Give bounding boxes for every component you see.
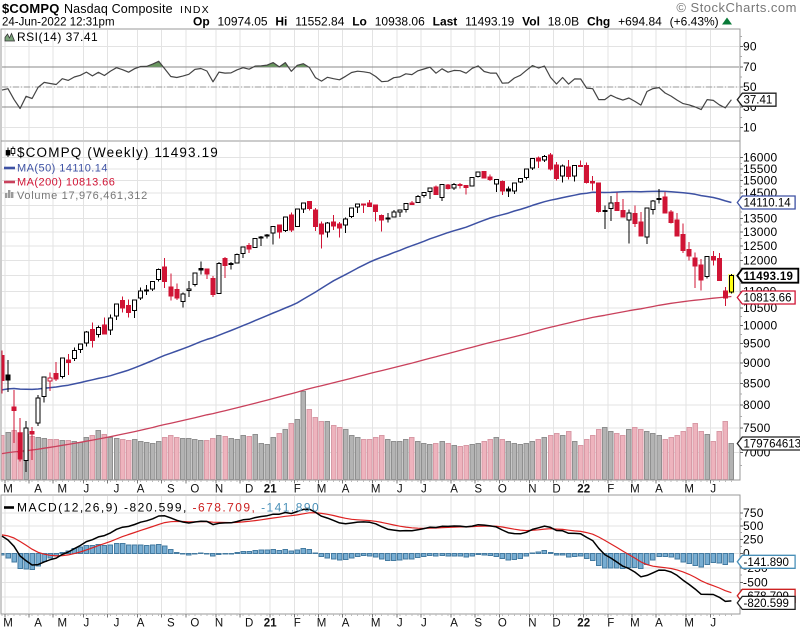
svg-text:8500: 8500 (743, 376, 771, 390)
svg-text:M: M (630, 618, 640, 630)
svg-text:Volume 17,976,461,312: Volume 17,976,461,312 (17, 190, 148, 202)
svg-text:50: 50 (743, 80, 757, 94)
svg-text:13500: 13500 (743, 211, 777, 225)
svg-text:M: M (371, 484, 381, 496)
svg-text:A: A (655, 618, 663, 630)
svg-text:N: N (528, 618, 536, 630)
svg-text:J: J (710, 484, 716, 496)
svg-text:MACD(12,26,9) -820.599, -678.7: MACD(12,26,9) -820.599, -678.709, -141.8… (17, 501, 320, 515)
svg-text:J: J (114, 484, 120, 496)
svg-text:12500: 12500 (743, 239, 777, 253)
svg-text:F: F (294, 618, 301, 630)
svg-text:21: 21 (264, 484, 277, 496)
svg-text:O: O (498, 618, 507, 630)
svg-text:F: F (607, 484, 614, 496)
svg-text:M: M (371, 618, 381, 630)
svg-text:D: D (552, 618, 560, 630)
svg-text:M: M (58, 484, 68, 496)
svg-text:A: A (655, 484, 663, 496)
svg-text:8000: 8000 (743, 398, 771, 412)
svg-text:J: J (397, 484, 403, 496)
svg-text:M: M (317, 618, 327, 630)
svg-text:500: 500 (743, 519, 764, 533)
svg-text:F: F (294, 484, 301, 496)
svg-text:S: S (474, 484, 482, 496)
svg-text:D: D (245, 484, 253, 496)
svg-text:10000: 10000 (743, 318, 777, 332)
svg-text:22: 22 (577, 618, 590, 630)
svg-text:$COMPQ: $COMPQ (2, 1, 60, 16)
svg-text:J: J (421, 484, 427, 496)
svg-text:D: D (245, 618, 253, 630)
svg-text:10: 10 (743, 120, 757, 134)
svg-text:MA(50) 14110.14: MA(50) 14110.14 (17, 163, 108, 175)
svg-text:13000: 13000 (743, 225, 777, 239)
svg-text:D: D (552, 484, 560, 496)
svg-text:M: M (684, 484, 694, 496)
svg-text:A: A (450, 618, 458, 630)
svg-text:M: M (3, 484, 13, 496)
svg-text:16000: 16000 (743, 151, 777, 165)
svg-text:J: J (84, 618, 90, 630)
svg-text:N: N (215, 484, 223, 496)
svg-text:A: A (342, 618, 350, 630)
svg-text:7500: 7500 (743, 421, 771, 435)
svg-text:© StockCharts.com: © StockCharts.com (676, 0, 797, 15)
svg-text:A: A (342, 484, 350, 496)
svg-text:750: 750 (743, 506, 764, 520)
svg-text:J: J (397, 618, 403, 630)
svg-text:9000: 9000 (743, 356, 771, 370)
svg-text:-500: -500 (743, 576, 768, 590)
svg-text:MA(200) 10813.66: MA(200) 10813.66 (17, 177, 115, 189)
svg-text:Nasdaq Composite: Nasdaq Composite (64, 2, 173, 16)
svg-text:J: J (421, 618, 427, 630)
svg-text:$COMPQ (Weekly) 11493.19: $COMPQ (Weekly) 11493.19 (17, 145, 219, 160)
svg-text:A: A (34, 618, 42, 630)
svg-text:70: 70 (743, 60, 757, 74)
svg-text:90: 90 (743, 40, 757, 54)
svg-text:S: S (167, 484, 175, 496)
svg-text:S: S (167, 618, 175, 630)
svg-text:Op 10974.05 Hi 11552.84 Lo 109: Op 10974.05 Hi 11552.84 Lo 10938.06 Last… (193, 15, 719, 29)
svg-text:O: O (190, 484, 199, 496)
svg-text:37.41: 37.41 (744, 95, 773, 107)
svg-text:11493.19: 11493.19 (744, 271, 794, 283)
svg-text:M: M (3, 618, 13, 630)
svg-text:22: 22 (577, 484, 590, 496)
svg-text:24-Jun-2022 12:31pm: 24-Jun-2022 12:31pm (2, 17, 115, 29)
svg-text:A: A (137, 484, 145, 496)
svg-text:J: J (84, 484, 90, 496)
svg-text:-141.890: -141.890 (744, 557, 789, 569)
svg-text:14110.14: 14110.14 (744, 198, 792, 210)
svg-text:-820.599: -820.599 (744, 598, 789, 610)
svg-text:S: S (474, 618, 482, 630)
svg-text:M: M (630, 484, 640, 496)
svg-text:O: O (498, 484, 507, 496)
svg-text:9500: 9500 (743, 337, 771, 351)
svg-text:RSI(14) 37.41: RSI(14) 37.41 (17, 30, 98, 44)
svg-text:179764613: 179764613 (744, 439, 800, 451)
svg-text:10813.66: 10813.66 (744, 293, 792, 305)
svg-text:21: 21 (264, 618, 277, 630)
svg-text:O: O (190, 618, 199, 630)
svg-text:J: J (710, 618, 716, 630)
svg-text:A: A (34, 484, 42, 496)
svg-text:N: N (215, 618, 223, 630)
svg-text:F: F (607, 618, 614, 630)
svg-text:N: N (528, 484, 536, 496)
svg-text:A: A (137, 618, 145, 630)
svg-text:250: 250 (743, 532, 764, 546)
svg-text:M: M (684, 618, 694, 630)
svg-text:A: A (450, 484, 458, 496)
svg-text:12000: 12000 (743, 253, 777, 267)
svg-text:M: M (317, 484, 327, 496)
svg-text:M: M (58, 618, 68, 630)
svg-text:J: J (114, 618, 120, 630)
